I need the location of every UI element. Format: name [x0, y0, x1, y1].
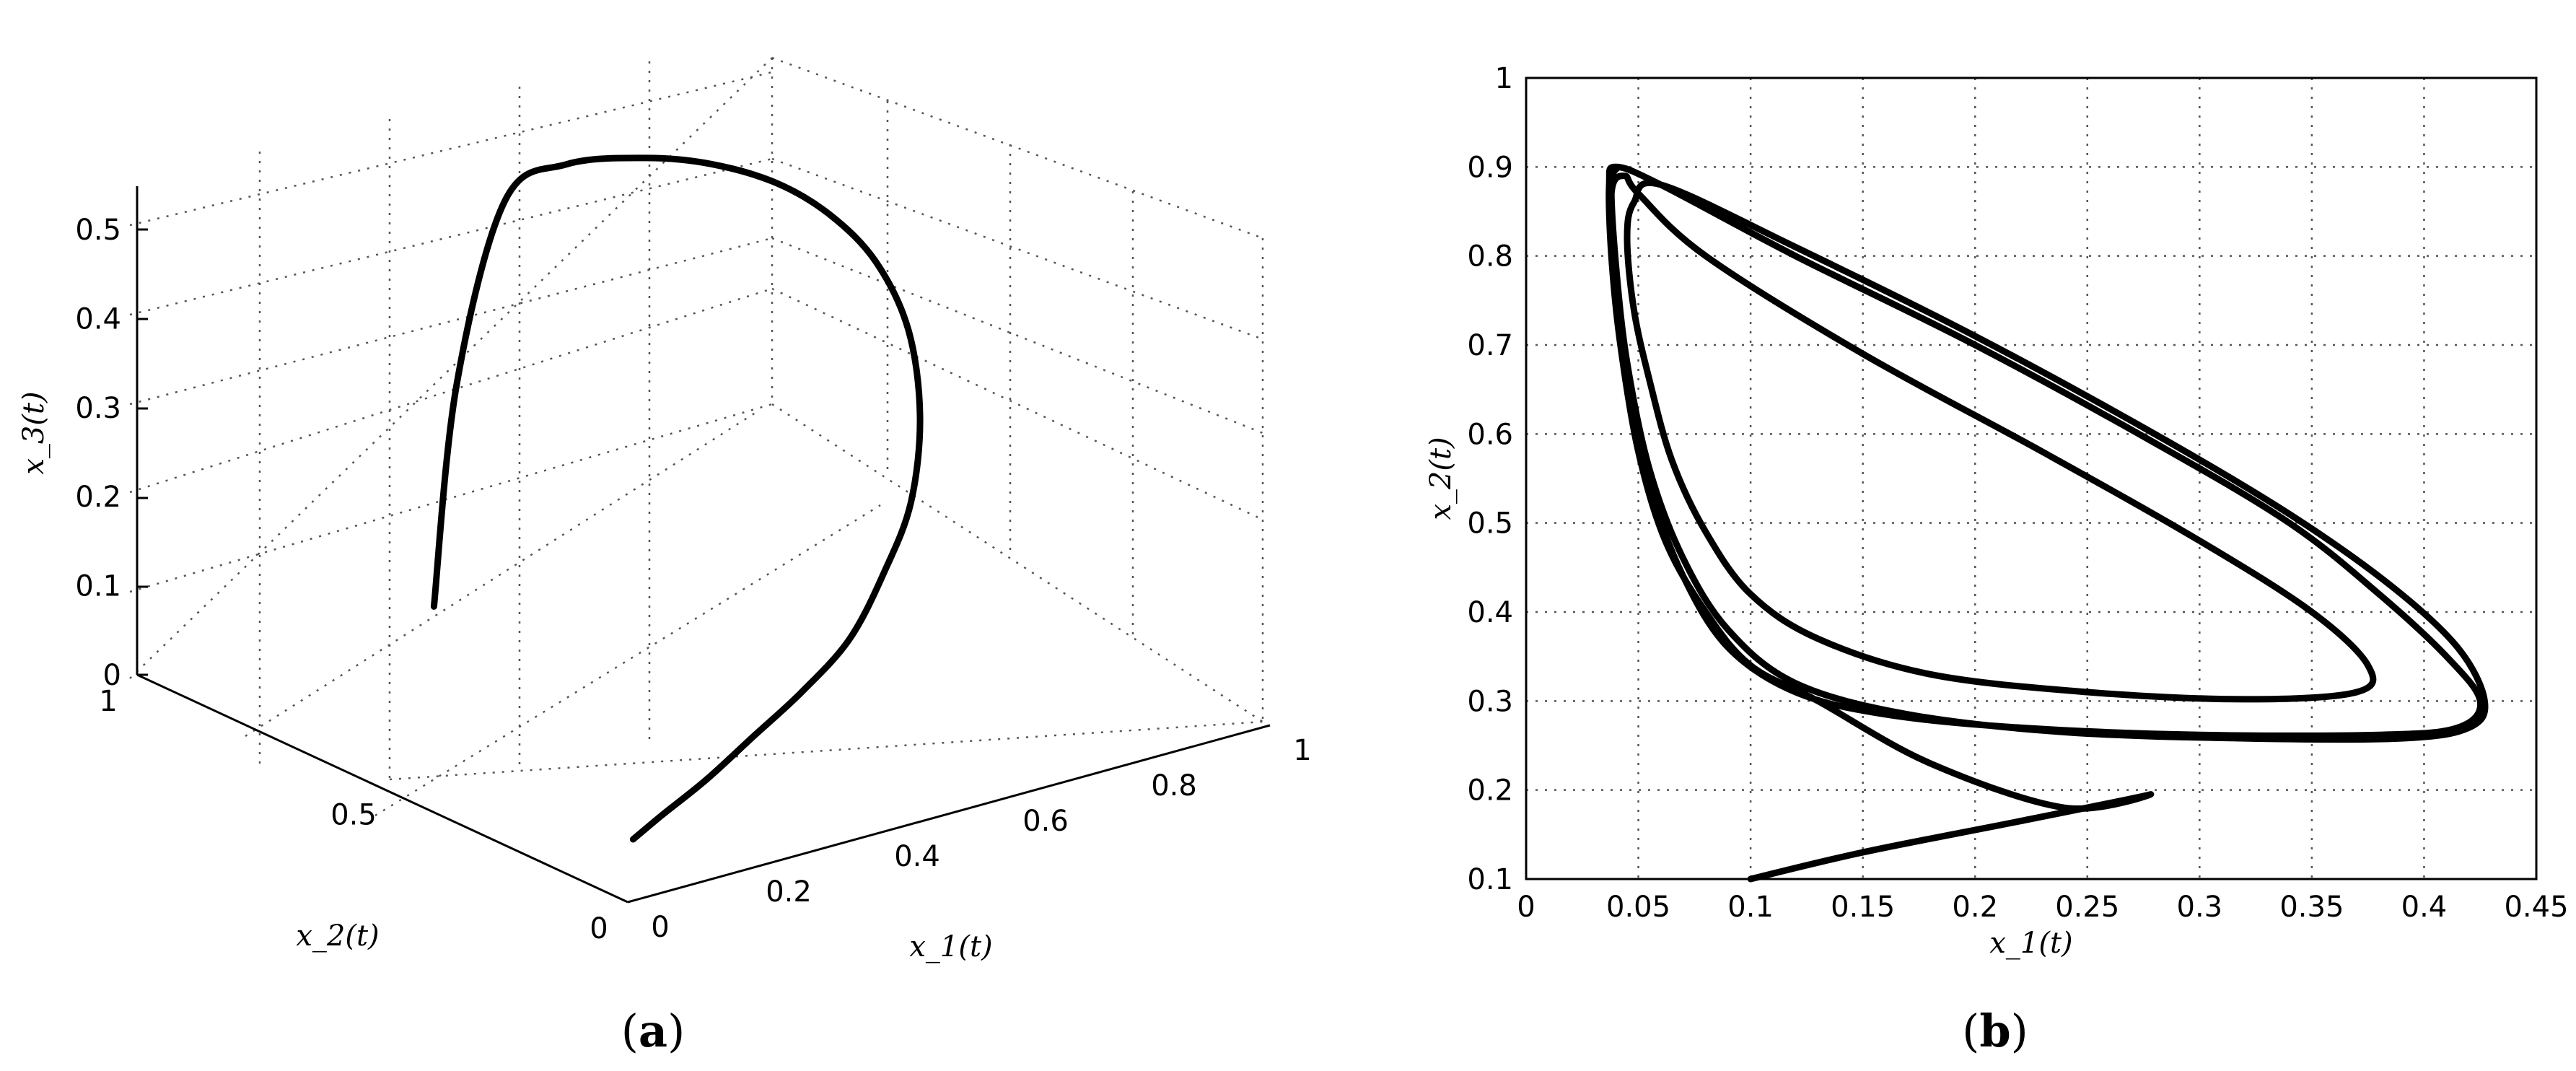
panel-a-y-tick-label: 0.5	[330, 799, 377, 832]
panel-b-x-tick-label: 0.45	[2504, 891, 2568, 924]
panel-a-axes	[136, 186, 1271, 904]
panel-b-y-tick-label: 0.2	[1467, 774, 1513, 808]
panel-a-z-tick-label: 0	[103, 659, 121, 692]
panel-b-grid	[1526, 78, 2536, 879]
panel-a-z-tick-label: 0.5	[75, 214, 121, 247]
panel-b-tick-labels: 0 0.05 0.1 0.15 0.2 0.25 0.3 0.35 0.4 0.45 0.1 0.2 0…	[1467, 62, 2568, 924]
panel-a-x-tick-label: 0.6	[1022, 805, 1069, 838]
panel-b-phase-plot: 0 0.05 0.1 0.15 0.2 0.25 0.3 0.35 0.4 0.45 0.1 0.2 0…	[1424, 62, 2569, 1057]
panel-b-x-tick-label: 0.3	[2177, 891, 2223, 924]
panel-a-x-tick-label: 0.2	[766, 875, 812, 909]
panel-a-x-tick-label: 0	[651, 911, 669, 944]
panel-a-x-tick-label: 0.4	[894, 840, 940, 873]
panel-b-x-axis-label: x_1(t)	[1989, 927, 2072, 960]
panel-b-y-tick-label: 0.7	[1467, 329, 1513, 362]
panel-a-x-tick-label: 1	[1293, 734, 1311, 767]
panel-a-label: (a)	[621, 1005, 685, 1057]
panel-a-trajectory-line	[430, 154, 924, 843]
panel-a-z-tick-label: 0.3	[75, 392, 121, 425]
panel-b-y-tick-label: 0.3	[1467, 685, 1513, 718]
panel-a-z-axis-label: x_3(t)	[17, 391, 51, 474]
panel-b-x-tick-label: 0	[1517, 891, 1535, 924]
panel-a-z-tick-label: 0.1	[75, 570, 121, 603]
panel-b-x-tick-label: 0.05	[1606, 891, 1670, 924]
panel-a-grid	[129, 56, 1264, 817]
panel-b-x-tick-label: 0.4	[2401, 891, 2448, 924]
panel-b-label: (b)	[1962, 1005, 2028, 1057]
panel-a-x-axis-label: x_1(t)	[909, 930, 992, 963]
panel-b-plot-frame	[1525, 76, 2538, 880]
panel-b-x-tick-label: 0.25	[2055, 891, 2119, 924]
panel-b-x-tick-label: 0.15	[1831, 891, 1895, 924]
panel-b-x-tick-label: 0.2	[1952, 891, 1998, 924]
panel-b-trajectory-line	[1605, 163, 2489, 883]
panel-b-y-tick-label: 0.6	[1467, 418, 1513, 451]
panel-b-y-tick-label: 1	[1495, 62, 1513, 95]
panel-a-z-tick-label: 0.2	[75, 481, 121, 514]
panel-b-y-axis-label: x_2(t)	[1424, 437, 1458, 520]
panel-b-y-tick-label: 0.1	[1467, 863, 1513, 896]
panel-b-y-tick-label: 0.8	[1467, 240, 1513, 274]
panel-a-y-axis-label: x_2(t)	[296, 919, 379, 953]
panel-a-z-tick-label: 0.4	[75, 302, 121, 336]
panel-a-y-tick-label: 1	[99, 685, 117, 718]
panel-b-y-tick-label: 0.4	[1467, 596, 1513, 629]
panel-b-y-tick-label: 0.9	[1467, 151, 1513, 184]
panel-a-x-tick-label: 0.8	[1151, 769, 1197, 803]
panel-b-x-tick-label: 0.35	[2279, 891, 2344, 924]
panel-a-y-tick-label: 0	[590, 912, 608, 945]
panel-b-x-tick-label: 0.1	[1727, 891, 1774, 924]
panel-b-y-tick-label: 0.5	[1467, 507, 1513, 541]
